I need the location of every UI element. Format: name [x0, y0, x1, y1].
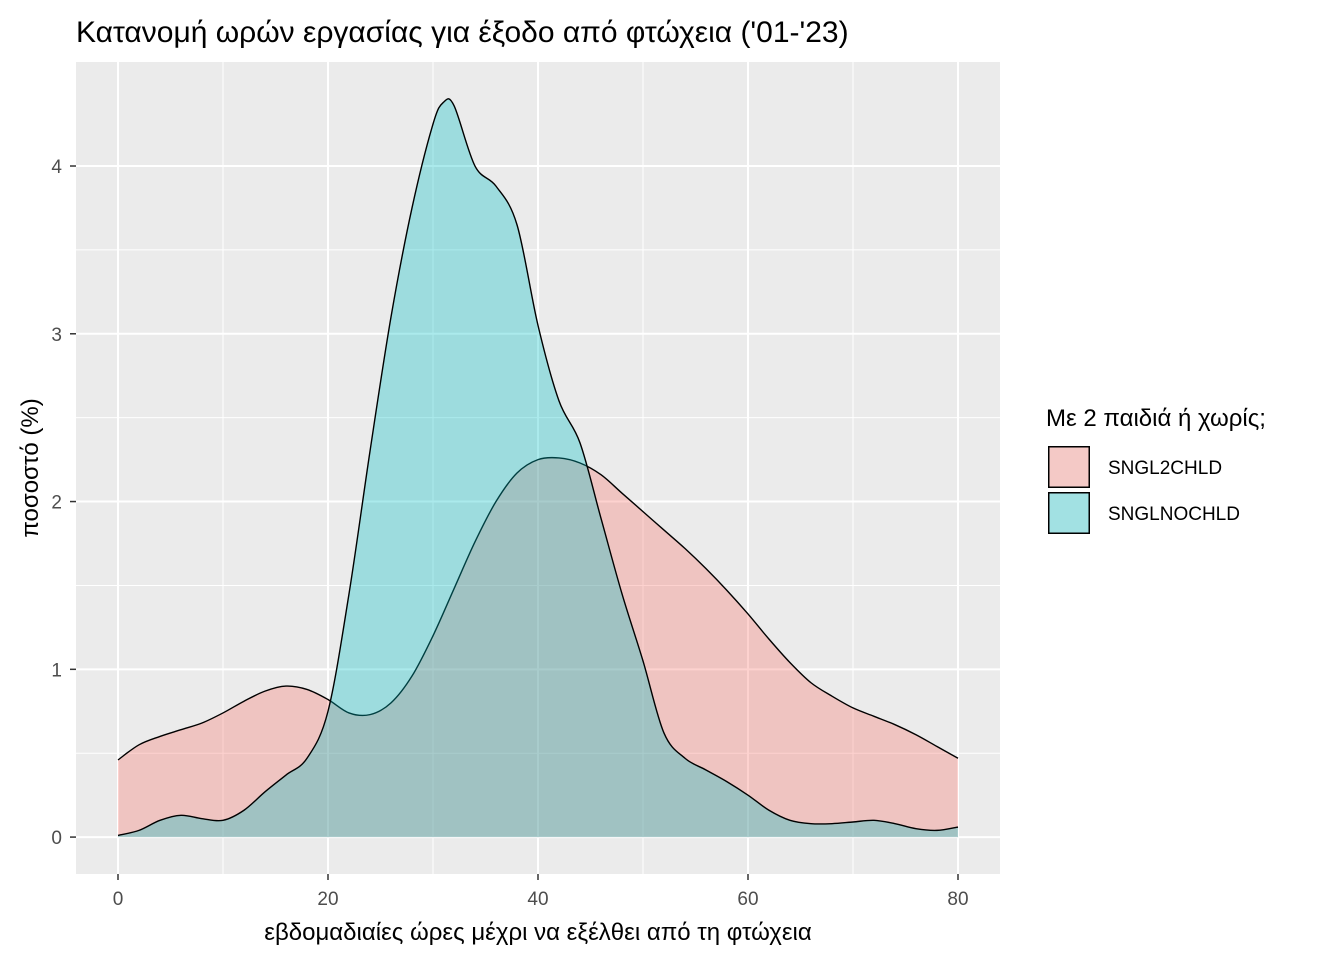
legend-label-sngl2chld: SNGL2CHLD — [1108, 458, 1222, 479]
y-tick-label: 4 — [51, 157, 62, 178]
legend-title: Με 2 παιδιά ή χωρίς; — [1046, 405, 1266, 432]
legend-key-sngl2chld — [1049, 447, 1090, 488]
legend-label-snglnochld: SNGLNOCHLD — [1108, 504, 1240, 525]
y-axis-title: ποσοστό (%) — [17, 398, 44, 537]
y-tick-label: 3 — [51, 325, 62, 346]
x-tick-label: 0 — [113, 889, 124, 910]
y-tick-label: 1 — [51, 660, 62, 681]
legend: Με 2 παιδιά ή χωρίς; SNGL2CHLD SNGLNOCHLD — [1046, 405, 1266, 534]
y-tick-label: 2 — [51, 493, 62, 514]
x-tick-label: 40 — [527, 889, 548, 910]
x-tick-label: 60 — [737, 889, 758, 910]
y-tick-label: 0 — [51, 828, 62, 849]
x-tick-label: 20 — [317, 889, 338, 910]
legend-key-snglnochld — [1049, 493, 1090, 534]
x-tick-label: 80 — [947, 889, 968, 910]
chart-title: Κατανομή ωρών εργασίας για έξοδο από φτώ… — [76, 16, 849, 49]
x-axis-title: εβδομαδιαίες ώρες μέχρι να εξέλθει από τ… — [264, 919, 812, 946]
